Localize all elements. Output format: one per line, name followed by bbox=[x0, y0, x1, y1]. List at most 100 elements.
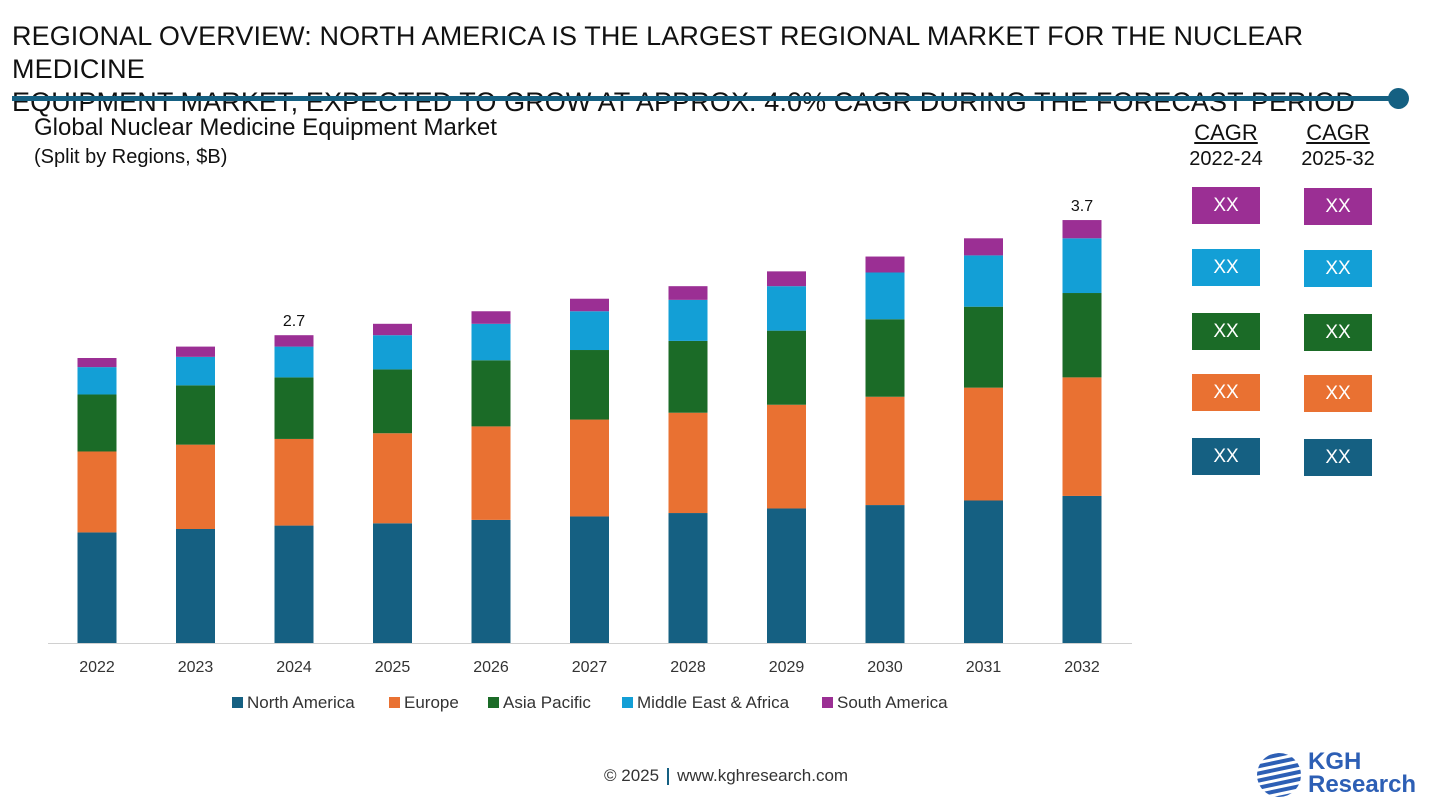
bar-segment bbox=[865, 505, 905, 643]
bar-segment bbox=[471, 311, 511, 324]
bar-segment bbox=[668, 412, 708, 514]
x-tick-label: 2029 bbox=[769, 659, 805, 676]
chart-title: Global Nuclear Medicine Equipment Market bbox=[34, 114, 497, 141]
x-tick-label: 2024 bbox=[276, 659, 312, 676]
x-tick-label: 2032 bbox=[1064, 659, 1100, 676]
bar-segment bbox=[1062, 293, 1102, 378]
logo-text-kgh: KGH bbox=[1308, 748, 1362, 775]
bar-segment bbox=[373, 433, 412, 524]
bar-segment bbox=[964, 255, 1003, 307]
bar-segment bbox=[964, 238, 1003, 256]
bar-segment bbox=[1062, 220, 1102, 239]
x-tick-label: 2025 bbox=[375, 659, 411, 676]
bar-segment bbox=[767, 286, 806, 331]
data-label: 3.7 bbox=[1071, 198, 1093, 215]
bar-segment bbox=[77, 451, 117, 533]
title-line-1: REGIONAL OVERVIEW: NORTH AMERICA IS THE … bbox=[12, 21, 1304, 84]
kgh-research-logo: KGH Research bbox=[1255, 750, 1425, 800]
title-line-2: EQUIPMENT MARKET, EXPECTED TO GROW AT AP… bbox=[12, 87, 1355, 117]
bar-segment bbox=[176, 529, 215, 643]
cagr-header: CAGR 2022-24 bbox=[1176, 120, 1276, 172]
footer-separator bbox=[667, 768, 670, 786]
cagr-title: CAGR bbox=[1194, 120, 1258, 145]
chart-subtitle: (Split by Regions, $B) bbox=[34, 146, 228, 168]
bar-segment bbox=[767, 271, 806, 287]
bar-segment bbox=[668, 286, 708, 300]
bar-segment bbox=[865, 396, 905, 506]
cagr-title: CAGR bbox=[1306, 120, 1370, 145]
cagr-period: 2022-24 bbox=[1189, 148, 1263, 170]
bar-segment bbox=[373, 523, 412, 643]
bar-segment bbox=[274, 525, 314, 643]
bar-segment bbox=[1062, 377, 1102, 496]
cagr-value-box: XX bbox=[1304, 375, 1372, 412]
cagr-header: CAGR 2025-32 bbox=[1288, 120, 1388, 172]
bar-segment bbox=[570, 516, 609, 643]
bar-segment bbox=[865, 256, 905, 273]
bar-segment bbox=[471, 519, 511, 643]
bar-segment bbox=[865, 319, 905, 397]
bar-segment bbox=[77, 367, 117, 395]
bar-segment bbox=[471, 323, 511, 361]
bar-segment bbox=[274, 346, 314, 378]
bar-segment bbox=[471, 360, 511, 427]
legend-label: North America bbox=[247, 693, 355, 712]
legend-swatch bbox=[232, 697, 243, 708]
cagr-value-box: XX bbox=[1192, 249, 1260, 286]
title-divider bbox=[12, 96, 1397, 101]
bar-segment bbox=[964, 500, 1003, 643]
page-title: REGIONAL OVERVIEW: NORTH AMERICA IS THE … bbox=[12, 20, 1431, 119]
legend-swatch bbox=[389, 697, 400, 708]
bar-segment bbox=[668, 299, 708, 341]
cagr-value-box: XX bbox=[1192, 313, 1260, 350]
cagr-value-box: XX bbox=[1192, 374, 1260, 411]
legend-label: Asia Pacific bbox=[503, 693, 591, 712]
x-tick-label: 2027 bbox=[572, 659, 608, 676]
bar-segment bbox=[865, 272, 905, 320]
bar-segment bbox=[176, 346, 215, 357]
bar-segment bbox=[77, 394, 117, 452]
bar-segment bbox=[767, 330, 806, 405]
legend-label: Europe bbox=[404, 693, 459, 712]
footer: © 2025 www.kghresearch.com bbox=[604, 766, 848, 786]
bar-segment bbox=[570, 419, 609, 517]
cagr-value-box: XX bbox=[1304, 250, 1372, 287]
legend-swatch bbox=[488, 697, 499, 708]
bar-segment bbox=[176, 385, 215, 445]
bar-segment bbox=[176, 444, 215, 529]
cagr-value-box: XX bbox=[1304, 314, 1372, 351]
bar-segment bbox=[373, 335, 412, 370]
legend-label: South America bbox=[837, 693, 948, 712]
bar-segment bbox=[77, 532, 117, 643]
bar-segment bbox=[570, 350, 609, 420]
copyright: © 2025 bbox=[604, 766, 660, 785]
bar-segment bbox=[964, 387, 1003, 501]
bar-segment bbox=[471, 426, 511, 520]
legend-swatch bbox=[822, 697, 833, 708]
legend-label: Middle East & Africa bbox=[637, 693, 790, 712]
bar-segment bbox=[570, 298, 609, 312]
bar-segment bbox=[77, 358, 117, 368]
bar-segment bbox=[274, 377, 314, 439]
bar-segment bbox=[373, 323, 412, 336]
x-tick-label: 2031 bbox=[966, 659, 1002, 676]
cagr-value-box: XX bbox=[1304, 188, 1372, 225]
cagr-period: 2025-32 bbox=[1301, 148, 1375, 170]
divider-dot bbox=[1388, 88, 1409, 109]
website-link[interactable]: www.kghresearch.com bbox=[677, 766, 849, 785]
x-tick-label: 2030 bbox=[867, 659, 903, 676]
bar-segment bbox=[767, 508, 806, 643]
x-tick-label: 2022 bbox=[79, 659, 115, 676]
x-tick-label: 2023 bbox=[178, 659, 214, 676]
bar-segment bbox=[373, 369, 412, 434]
x-tick-label: 2026 bbox=[473, 659, 509, 676]
bar-segment bbox=[274, 438, 314, 526]
logo-text-research: Research bbox=[1308, 771, 1417, 798]
cagr-value-box: XX bbox=[1192, 187, 1260, 224]
cagr-value-box: XX bbox=[1304, 439, 1372, 476]
bar-segment bbox=[668, 513, 708, 643]
cagr-value-box: XX bbox=[1192, 438, 1260, 475]
globe-icon bbox=[1257, 753, 1301, 797]
bar-segment bbox=[767, 404, 806, 509]
